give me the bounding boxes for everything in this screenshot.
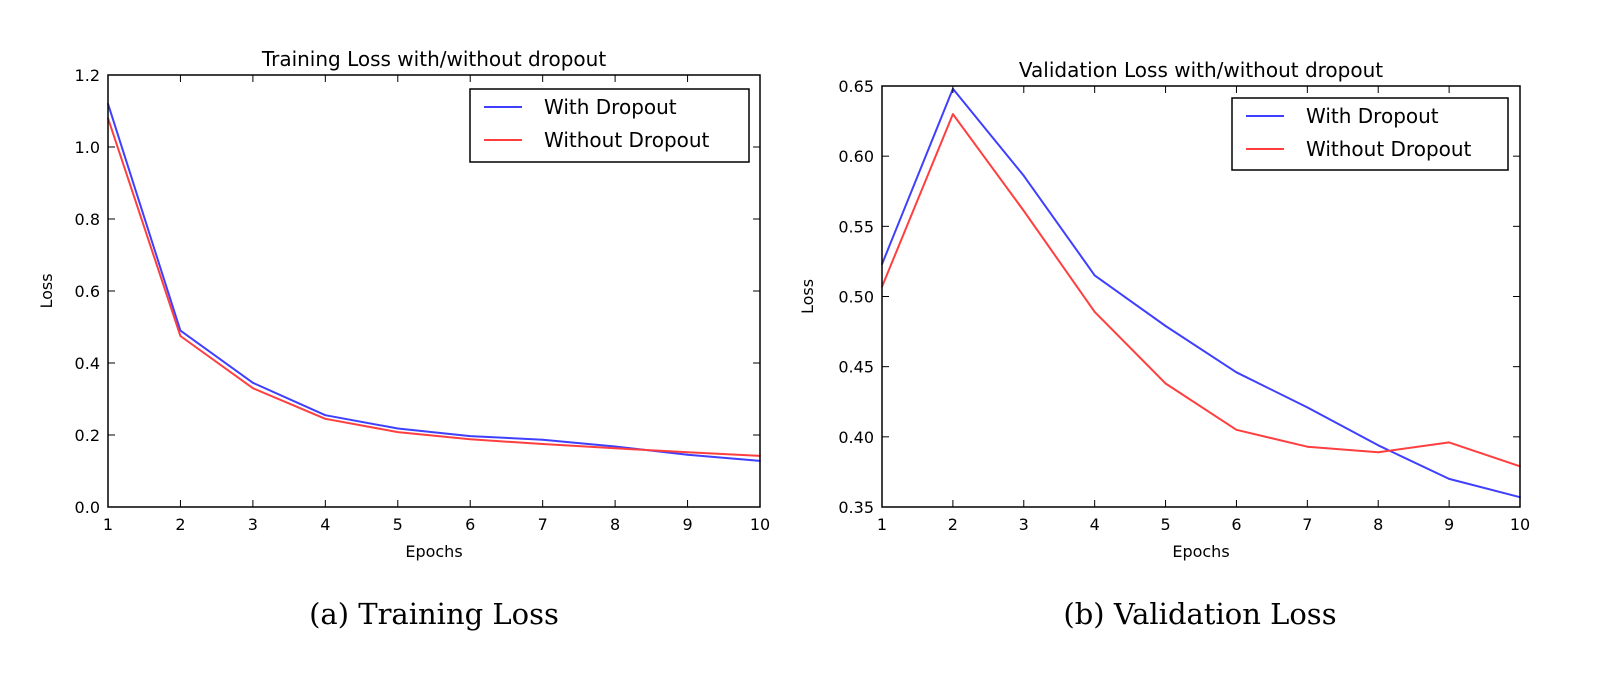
y-tick-label: 0.35 [838, 498, 874, 517]
data-point [469, 438, 472, 441]
data-point [396, 427, 399, 430]
data-point [541, 438, 544, 441]
legend: With Dropout Without Dropout [469, 88, 750, 163]
data-point [1164, 325, 1167, 327]
y-axis-label: Loss [798, 279, 817, 314]
legend-label: With Dropout [544, 95, 677, 119]
data-point [1306, 406, 1309, 409]
data-point [324, 414, 327, 417]
x-tick-label: 7 [1302, 515, 1312, 534]
x-tick-label: 9 [682, 515, 692, 534]
x-tick-label: 5 [393, 515, 403, 534]
x-axis-label: Epochs [1172, 542, 1229, 561]
data-point [252, 387, 254, 390]
y-tick-label: 0.40 [838, 428, 874, 447]
data-point [1377, 444, 1380, 447]
y-tick-label: 0.65 [838, 77, 874, 96]
data-point [1448, 441, 1450, 444]
data-point [252, 381, 254, 384]
y-tick-label: 0.6 [75, 282, 100, 301]
y-axis-label: Loss [37, 273, 56, 308]
figure-caption: (b) Validation Loss [1063, 597, 1336, 631]
x-tick-label: 6 [1231, 515, 1241, 534]
data-point [1235, 371, 1238, 374]
data-point [614, 447, 616, 450]
y-tick-label: 0.45 [838, 358, 874, 377]
validation-loss-chart: Validation Loss with/without dropout 1 2 3 4… [798, 58, 1530, 631]
y-tick-label: 0.4 [75, 354, 100, 373]
series-line-without-dropout [881, 113, 1521, 468]
data-point [614, 445, 616, 448]
legend-label: Without Dropout [1306, 137, 1472, 161]
data-point [1235, 428, 1238, 431]
data-point [1377, 451, 1380, 454]
legend: With Dropout Without Dropout [1231, 97, 1509, 171]
x-tick-label: 10 [1510, 515, 1530, 534]
y-tick-label: 0.2 [75, 426, 100, 445]
x-axis-label: Epochs [405, 542, 462, 561]
data-point [952, 113, 954, 115]
x-tick-label: 9 [1444, 515, 1454, 534]
figure-caption: (a) Training Loss [309, 597, 559, 631]
x-tick-label: 5 [1160, 515, 1170, 534]
y-tick-label: 0.8 [75, 210, 100, 229]
chart-title: Validation Loss with/without dropout [1019, 58, 1383, 82]
data-point [1306, 445, 1309, 448]
data-point [179, 335, 182, 337]
x-tick-label: 8 [610, 515, 620, 534]
x-tick-label: 2 [948, 515, 958, 534]
y-tick-label: 1.2 [75, 66, 100, 85]
chart-title: Training Loss with/without dropout [261, 47, 607, 71]
x-tick-label: 3 [248, 515, 258, 534]
y-tick-label: 0.55 [838, 217, 874, 236]
x-tick-label: 7 [538, 515, 548, 534]
data-point [469, 435, 472, 437]
x-tick-label: 10 [750, 515, 770, 534]
x-tick-label: 1 [103, 515, 113, 534]
data-point [541, 443, 544, 445]
x-tick-label: 2 [175, 515, 185, 534]
legend-label: With Dropout [1306, 104, 1439, 128]
x-tick-label: 6 [465, 515, 475, 534]
data-point [686, 451, 689, 454]
legend-box [469, 88, 750, 163]
x-tick-label: 3 [1019, 515, 1029, 534]
data-point [324, 417, 327, 420]
legend-box [1231, 97, 1509, 171]
y-tick-label: 1.0 [75, 138, 100, 157]
data-point [179, 329, 182, 332]
x-tick-label: 1 [877, 515, 887, 534]
x-tick-label: 4 [320, 515, 330, 534]
y-tick-label: 0.0 [75, 498, 100, 517]
training-loss-chart: Training Loss with/without dropout 1 2 3 4 5 6… [37, 47, 770, 631]
x-tick-label: 4 [1090, 515, 1100, 534]
y-tick-label: 0.50 [838, 288, 874, 307]
x-tick-label: 8 [1373, 515, 1383, 534]
series-line-without-dropout [107, 117, 761, 457]
data-point [1093, 274, 1096, 277]
data-point [396, 431, 399, 433]
data-point [1448, 478, 1450, 480]
data-point [1164, 382, 1167, 385]
data-point [1022, 210, 1025, 212]
series-line-with-dropout [881, 87, 1521, 499]
legend-label: Without Dropout [544, 128, 710, 152]
data-point [1093, 311, 1096, 313]
y-tick-label: 0.60 [838, 147, 874, 166]
data-point [686, 453, 689, 456]
data-point [1022, 174, 1025, 177]
